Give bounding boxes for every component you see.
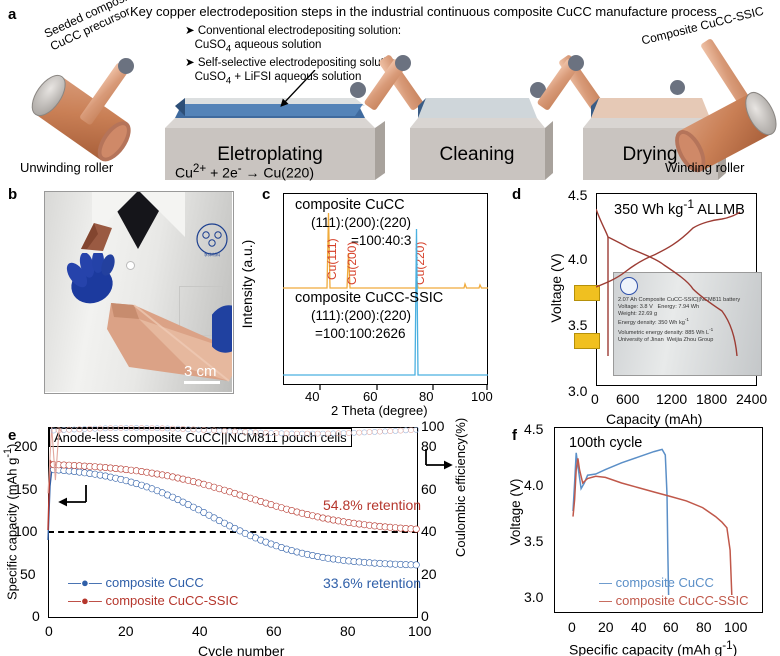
svg-text:Cleaning: Cleaning (440, 144, 515, 165)
